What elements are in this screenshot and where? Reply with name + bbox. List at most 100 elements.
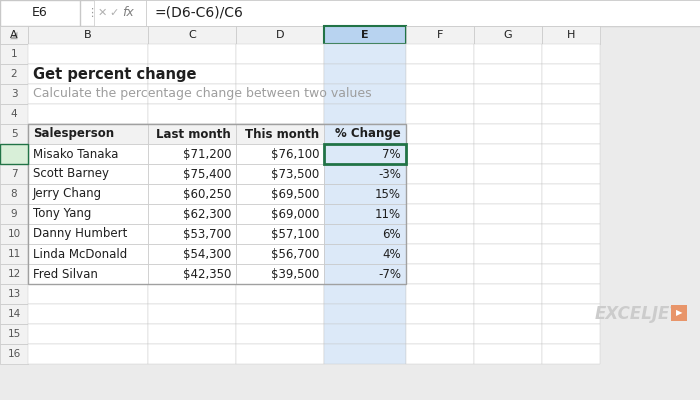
Bar	[236, 124, 324, 144]
Text: 7: 7	[10, 169, 18, 179]
Bar	[28, 124, 148, 144]
Bar	[236, 344, 324, 364]
Bar	[236, 224, 324, 244]
Text: Fred Silvan: Fred Silvan	[33, 268, 98, 280]
Bar	[324, 264, 406, 284]
Bar	[474, 184, 542, 204]
Text: 6: 6	[10, 149, 18, 159]
Bar	[324, 164, 406, 184]
Bar	[148, 64, 236, 84]
Bar	[28, 184, 148, 204]
Bar	[236, 64, 324, 84]
Text: $56,700: $56,700	[271, 248, 319, 260]
Bar	[0, 304, 28, 324]
Bar	[0, 84, 28, 104]
Text: $62,300: $62,300	[183, 208, 231, 220]
Bar	[474, 104, 542, 124]
Bar	[28, 304, 148, 324]
Bar	[474, 344, 542, 364]
Bar	[474, 26, 542, 44]
Text: ✓: ✓	[109, 8, 119, 18]
Bar	[324, 26, 406, 44]
Bar	[28, 184, 148, 204]
Bar	[406, 104, 474, 124]
Bar	[148, 324, 236, 344]
Bar	[236, 204, 324, 224]
Bar	[236, 264, 324, 284]
Text: ▶: ▶	[676, 308, 682, 318]
Bar	[148, 144, 236, 164]
Text: $75,400: $75,400	[183, 168, 231, 180]
Bar	[148, 284, 236, 304]
Bar	[406, 264, 474, 284]
Text: =(D6-C6)/C6: =(D6-C6)/C6	[154, 6, 243, 20]
Bar	[474, 124, 542, 144]
Text: B: B	[84, 30, 92, 40]
Bar	[671, 305, 687, 321]
Text: $76,100: $76,100	[270, 148, 319, 160]
Bar	[324, 84, 406, 104]
Bar	[406, 304, 474, 324]
Bar	[236, 264, 324, 284]
Bar	[406, 204, 474, 224]
Bar	[406, 84, 474, 104]
Bar	[0, 144, 28, 164]
Bar	[474, 224, 542, 244]
Text: Last month: Last month	[156, 128, 231, 140]
Bar	[28, 344, 148, 364]
Bar	[236, 244, 324, 264]
Bar	[236, 104, 324, 124]
Text: -7%: -7%	[378, 268, 401, 280]
Bar	[148, 184, 236, 204]
Bar	[406, 44, 474, 64]
Bar	[474, 304, 542, 324]
Bar	[542, 64, 600, 84]
Bar	[236, 144, 324, 164]
Bar	[542, 264, 600, 284]
Bar	[0, 26, 28, 44]
Bar	[0, 224, 28, 244]
Text: ◢: ◢	[10, 30, 18, 40]
Text: 15: 15	[8, 329, 20, 339]
Text: $71,200: $71,200	[183, 148, 231, 160]
Bar	[28, 204, 148, 224]
Text: 1: 1	[10, 49, 18, 59]
Bar	[324, 144, 406, 164]
Text: 12: 12	[8, 269, 20, 279]
Text: 10: 10	[8, 229, 20, 239]
Text: 6: 6	[10, 149, 18, 159]
Bar	[0, 64, 28, 84]
Text: Jerry Chang: Jerry Chang	[33, 188, 102, 200]
Bar	[0, 284, 28, 304]
Bar	[324, 164, 406, 184]
Bar	[28, 26, 148, 44]
Bar	[236, 284, 324, 304]
Text: Salesperson: Salesperson	[33, 128, 114, 140]
Bar	[28, 284, 148, 304]
Bar	[542, 224, 600, 244]
Bar	[28, 124, 148, 144]
Bar	[148, 26, 236, 44]
Bar	[406, 144, 474, 164]
Bar	[474, 324, 542, 344]
Bar	[148, 244, 236, 264]
Bar	[324, 124, 406, 144]
Bar	[324, 244, 406, 264]
Bar	[324, 44, 406, 64]
Bar	[28, 264, 148, 284]
Text: fx: fx	[122, 6, 134, 20]
Bar	[324, 244, 406, 264]
Text: D: D	[276, 30, 284, 40]
Bar	[474, 164, 542, 184]
Text: $60,250: $60,250	[183, 188, 231, 200]
Bar	[0, 244, 28, 264]
Bar	[324, 204, 406, 224]
Bar	[324, 124, 406, 144]
Bar	[474, 284, 542, 304]
Bar	[148, 204, 236, 224]
Text: Misako Tanaka: Misako Tanaka	[33, 148, 118, 160]
Bar	[28, 204, 148, 224]
Bar	[236, 26, 324, 44]
Bar	[28, 144, 148, 164]
Bar	[0, 324, 28, 344]
